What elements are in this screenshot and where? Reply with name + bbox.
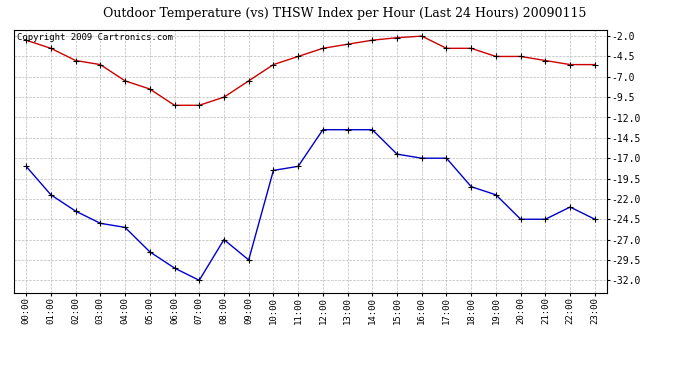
Text: Copyright 2009 Cartronics.com: Copyright 2009 Cartronics.com bbox=[17, 33, 172, 42]
Text: Outdoor Temperature (vs) THSW Index per Hour (Last 24 Hours) 20090115: Outdoor Temperature (vs) THSW Index per … bbox=[104, 8, 586, 21]
